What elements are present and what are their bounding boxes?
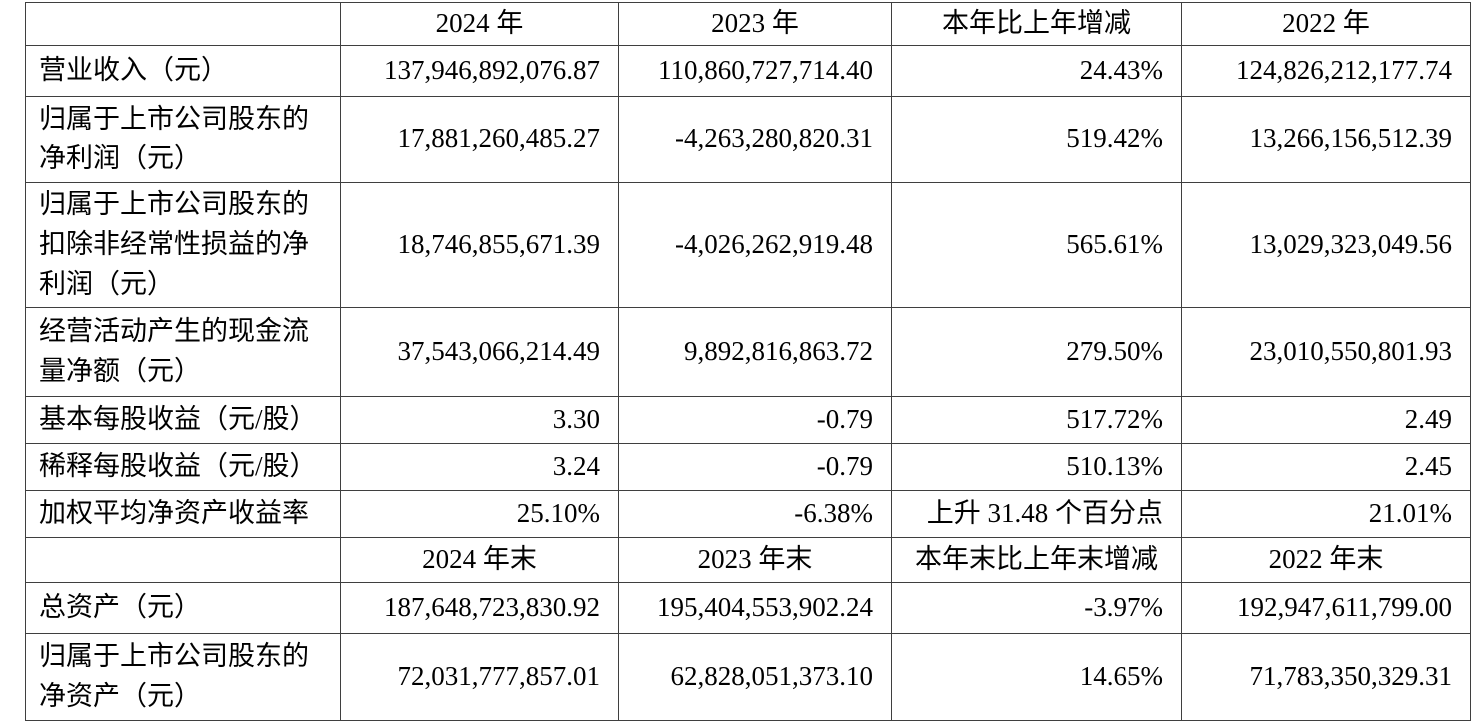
metric-label-deducted-net-profit: 归属于上市公司股东的 扣除非经常性损益的净 利润（元） <box>25 181 341 308</box>
corner-cell-2 <box>25 536 341 583</box>
table-row-operating-cash-flow: 经营活动产生的现金流 量净额（元） 37,543,066,214.49 9,89… <box>25 306 1471 397</box>
value-net-profit-2023: -4,263,280,820.31 <box>618 95 892 183</box>
value-revenue-2023: 110,860,727,714.40 <box>618 44 892 97</box>
value-diluted-eps-2023: -0.79 <box>618 442 892 491</box>
value-basic-eps-2024: 3.30 <box>340 395 619 444</box>
year-header-2022: 2022 年 <box>1181 2 1471 46</box>
corner-cell <box>25 2 341 46</box>
year-end-change-header: 本年末比上年末增减 <box>891 536 1182 583</box>
table-row-total-assets: 总资产（元） 187,648,723,830.92 195,404,553,90… <box>25 581 1471 634</box>
year-header-2023: 2023 年 <box>618 2 892 46</box>
value-operating-cash-flow-2024: 37,543,066,214.49 <box>340 306 619 397</box>
value-total-assets-2022: 192,947,611,799.00 <box>1181 581 1471 634</box>
value-total-assets-change: -3.97% <box>891 581 1182 634</box>
value-total-assets-2023: 195,404,553,902.24 <box>618 581 892 634</box>
value-deducted-net-profit-change: 565.61% <box>891 181 1182 308</box>
value-diluted-eps-2024: 3.24 <box>340 442 619 491</box>
value-deducted-net-profit-2022: 13,029,323,049.56 <box>1181 181 1471 308</box>
metric-label-net-profit: 归属于上市公司股东的 净利润（元） <box>25 95 341 183</box>
value-basic-eps-2023: -0.79 <box>618 395 892 444</box>
value-operating-cash-flow-change: 279.50% <box>891 306 1182 397</box>
metric-label-diluted-eps: 稀释每股收益（元/股） <box>25 442 341 491</box>
table-row-deducted-net-profit: 归属于上市公司股东的 扣除非经常性损益的净 利润（元） 18,746,855,6… <box>25 181 1471 308</box>
value-diluted-eps-2022: 2.45 <box>1181 442 1471 491</box>
value-deducted-net-profit-2023: -4,026,262,919.48 <box>618 181 892 308</box>
financial-summary-table: 2024 年 2023 年 本年比上年增减 2022 年 营业收入（元） 137… <box>25 2 1471 721</box>
metric-label-revenue: 营业收入（元） <box>25 44 341 97</box>
table-row-net-assets: 归属于上市公司股东的 净资产（元） 72,031,777,857.01 62,8… <box>25 632 1471 721</box>
table-row-diluted-eps: 稀释每股收益（元/股） 3.24 -0.79 510.13% 2.45 <box>25 442 1471 491</box>
year-end-header-2023: 2023 年末 <box>618 536 892 583</box>
table-row-weighted-roe: 加权平均净资产收益率 25.10% -6.38% 上升 31.48 个百分点 2… <box>25 489 1471 538</box>
value-net-profit-change: 519.42% <box>891 95 1182 183</box>
value-diluted-eps-change: 510.13% <box>891 442 1182 491</box>
metric-label-operating-cash-flow: 经营活动产生的现金流 量净额（元） <box>25 306 341 397</box>
value-deducted-net-profit-2024: 18,746,855,671.39 <box>340 181 619 308</box>
metric-label-weighted-roe: 加权平均净资产收益率 <box>25 489 341 538</box>
header-row-annual: 2024 年 2023 年 本年比上年增减 2022 年 <box>25 2 1471 46</box>
value-net-profit-2024: 17,881,260,485.27 <box>340 95 619 183</box>
value-net-assets-change: 14.65% <box>891 632 1182 721</box>
metric-label-net-assets: 归属于上市公司股东的 净资产（元） <box>25 632 341 721</box>
year-header-2024: 2024 年 <box>340 2 619 46</box>
value-net-assets-2024: 72,031,777,857.01 <box>340 632 619 721</box>
year-end-header-2022: 2022 年末 <box>1181 536 1471 583</box>
value-net-assets-2022: 71,783,350,329.31 <box>1181 632 1471 721</box>
yoy-change-header: 本年比上年增减 <box>891 2 1182 46</box>
table-row-basic-eps: 基本每股收益（元/股） 3.30 -0.79 517.72% 2.49 <box>25 395 1471 444</box>
value-net-assets-2023: 62,828,051,373.10 <box>618 632 892 721</box>
value-revenue-change: 24.43% <box>891 44 1182 97</box>
value-weighted-roe-2022: 21.01% <box>1181 489 1471 538</box>
value-operating-cash-flow-2022: 23,010,550,801.93 <box>1181 306 1471 397</box>
year-end-header-2024: 2024 年末 <box>340 536 619 583</box>
value-basic-eps-2022: 2.49 <box>1181 395 1471 444</box>
value-total-assets-2024: 187,648,723,830.92 <box>340 581 619 634</box>
value-operating-cash-flow-2023: 9,892,816,863.72 <box>618 306 892 397</box>
value-revenue-2024: 137,946,892,076.87 <box>340 44 619 97</box>
value-weighted-roe-change: 上升 31.48 个百分点 <box>891 489 1182 538</box>
table-row-net-profit: 归属于上市公司股东的 净利润（元） 17,881,260,485.27 -4,2… <box>25 95 1471 183</box>
value-weighted-roe-2023: -6.38% <box>618 489 892 538</box>
value-revenue-2022: 124,826,212,177.74 <box>1181 44 1471 97</box>
value-basic-eps-change: 517.72% <box>891 395 1182 444</box>
header-row-year-end: 2024 年末 2023 年末 本年末比上年末增减 2022 年末 <box>25 536 1471 583</box>
value-weighted-roe-2024: 25.10% <box>340 489 619 538</box>
value-net-profit-2022: 13,266,156,512.39 <box>1181 95 1471 183</box>
metric-label-total-assets: 总资产（元） <box>25 581 341 634</box>
metric-label-basic-eps: 基本每股收益（元/股） <box>25 395 341 444</box>
table-row-revenue: 营业收入（元） 137,946,892,076.87 110,860,727,7… <box>25 44 1471 97</box>
